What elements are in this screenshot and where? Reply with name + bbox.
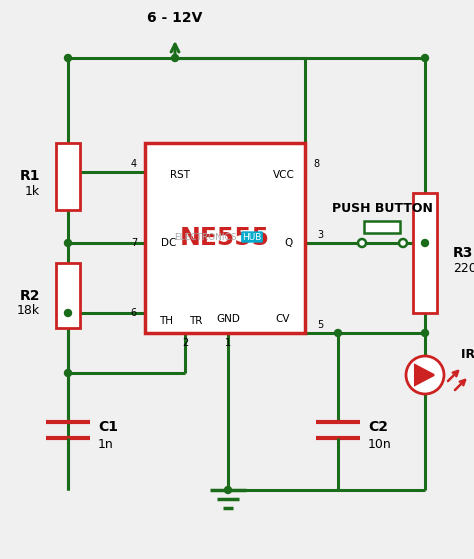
Text: TR: TR [189, 316, 202, 326]
Text: 8: 8 [313, 159, 319, 169]
Bar [145, 143, 305, 333]
Circle shape [421, 329, 428, 337]
Circle shape [172, 54, 179, 61]
Text: 6 - 12V: 6 - 12V [147, 11, 203, 25]
Text: 4: 4 [131, 159, 137, 169]
Text: IR LED: IR LED [461, 348, 474, 362]
Circle shape [421, 239, 428, 247]
Text: Q: Q [285, 238, 293, 248]
Text: C2: C2 [368, 420, 388, 434]
Text: 10n: 10n [368, 438, 392, 451]
Circle shape [64, 54, 72, 61]
Text: R1: R1 [19, 169, 40, 183]
Text: HUB: HUB [242, 233, 262, 241]
Text: 1: 1 [225, 338, 231, 348]
Circle shape [64, 369, 72, 377]
Text: 1n: 1n [98, 438, 114, 451]
Text: VCC: VCC [273, 170, 295, 180]
Text: R2: R2 [19, 288, 40, 302]
Text: 1k: 1k [25, 185, 40, 198]
Bar [365, 221, 401, 233]
Circle shape [406, 356, 444, 394]
Bar [56, 263, 80, 328]
Text: C1: C1 [98, 420, 118, 434]
Text: ELECTRONICS: ELECTRONICS [174, 233, 236, 241]
Circle shape [225, 486, 231, 494]
Circle shape [64, 239, 72, 247]
Bar [413, 193, 437, 313]
Polygon shape [415, 365, 434, 385]
Text: 3: 3 [317, 230, 323, 240]
Text: NE555: NE555 [180, 226, 270, 250]
Text: CV: CV [276, 314, 290, 324]
Text: TH: TH [159, 316, 173, 326]
Text: 18k: 18k [17, 304, 40, 317]
Text: 7: 7 [131, 238, 137, 248]
Circle shape [335, 329, 341, 337]
Text: PUSH BUTTON: PUSH BUTTON [332, 201, 433, 215]
Text: RST: RST [170, 170, 190, 180]
Text: 5: 5 [317, 320, 323, 330]
Circle shape [399, 239, 407, 247]
Text: 6: 6 [131, 308, 137, 318]
Circle shape [358, 239, 366, 247]
Text: 2: 2 [182, 338, 188, 348]
Text: R3: R3 [453, 246, 474, 260]
Text: 220R: 220R [453, 262, 474, 274]
Text: GND: GND [216, 314, 240, 324]
Bar [56, 143, 80, 210]
Text: DC: DC [161, 238, 176, 248]
Circle shape [64, 310, 72, 316]
Circle shape [421, 54, 428, 61]
